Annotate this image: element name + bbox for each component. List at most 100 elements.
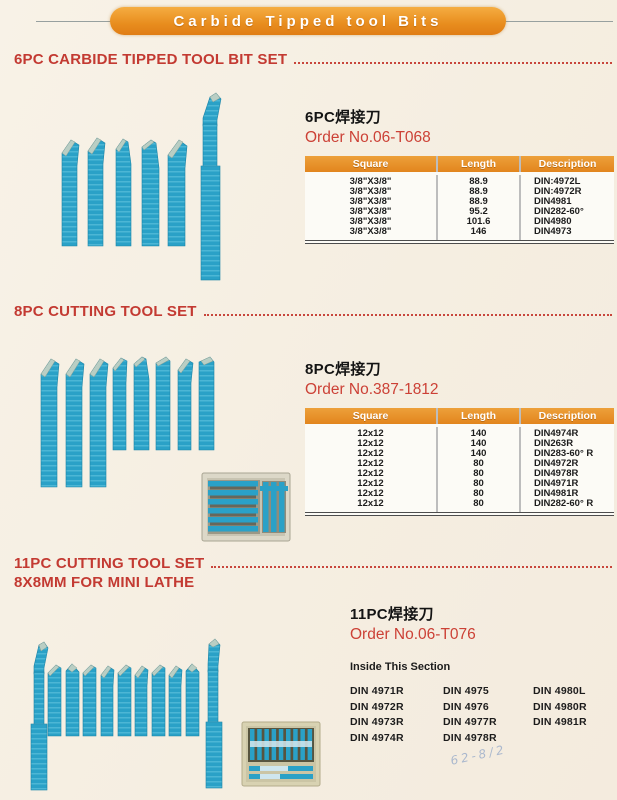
table-header-row: Square Length Description <box>305 156 614 175</box>
table-header-cell: Length <box>436 408 520 427</box>
din-column: DIN 4980L DIN 4980R DIN 4981R <box>533 684 612 746</box>
section-heading-8pc: 8PC CUTTING TOOL SET <box>14 303 612 320</box>
table-cell: 95.2 <box>436 206 520 217</box>
din-number: DIN 4975 <box>443 685 489 697</box>
table-cell: 80 <box>436 488 520 499</box>
product-title-cn: 8PC焊接刀 <box>305 361 381 378</box>
table-cell: 80 <box>436 478 520 489</box>
din-number: DIN 4972R <box>350 700 404 713</box>
order-number: Order No.387-1812 <box>305 381 439 398</box>
tool-bit-icon <box>65 663 80 737</box>
tool-bit-icon-tall <box>205 638 223 789</box>
product-info-11pc: 11PC焊接刀 Order No.06-T076 Inside This Sec… <box>350 603 612 746</box>
din-number: DIN 4978R <box>443 731 497 744</box>
tool-bit-icon <box>115 138 132 247</box>
tool-bit-icon <box>177 358 194 451</box>
table-cell: DIN4974R <box>519 425 614 439</box>
tool-bit-icon <box>100 665 115 737</box>
table-cell: 140 <box>436 438 520 449</box>
tool-bit-icon <box>89 358 109 488</box>
tool-bit-icon <box>185 663 200 737</box>
din-column: DIN 4971R DIN 4972R DIN 4973R DIN 4974R <box>350 684 443 746</box>
tool-bit-icon <box>168 665 183 737</box>
product-photo-6pc <box>15 88 285 285</box>
table-row: 3/8"X3/8" 88.9 DIN:4972L <box>305 173 614 187</box>
table-row: 12x12 140 DIN263R <box>305 437 614 449</box>
table-cell: DIN:4972R <box>519 186 614 197</box>
spec-table-6pc: Square Length Description 3/8"X3/8" 88.9 DIN… <box>305 156 614 244</box>
table-cell: 12x12 <box>357 457 384 469</box>
table-cell: 3/8"X3/8" <box>349 215 392 227</box>
table-row: 12x12 80 DIN4978R <box>305 467 614 479</box>
product-photo-11pc <box>4 622 339 800</box>
tool-bit-icon <box>117 664 132 737</box>
tool-bit-icon <box>134 665 149 737</box>
table-row: 12x12 80 DIN282-60° R <box>305 497 614 514</box>
table-cell: 80 <box>436 498 520 514</box>
table-header-row: Square Length Description <box>305 408 614 427</box>
table-cell: DIN283-60° R <box>519 448 614 459</box>
table-cell: 80 <box>436 468 520 479</box>
table-row: 3/8"X3/8" 88.9 DIN:4972R <box>305 186 614 197</box>
product-title-cn: 11PC焊接刀 <box>350 606 434 623</box>
spec-table-8pc: Square Length Description 12x12 140 DIN4974R… <box>305 408 614 516</box>
table-cell: 140 <box>436 448 520 459</box>
order-number: Order No.06-T068 <box>305 129 431 146</box>
din-number: DIN 4974R <box>350 731 404 744</box>
table-cell: 12x12 <box>357 477 384 489</box>
dotted-leader <box>211 566 612 568</box>
din-number: DIN 4981R <box>533 716 587 729</box>
section-heading-text: 11PC CUTTING TOOL SET <box>14 555 205 572</box>
tool-bit-icon-tall <box>200 92 222 281</box>
tool-bit-icon <box>155 356 171 451</box>
table-cell: 101.6 <box>436 216 520 227</box>
table-cell: 3/8"X3/8" <box>349 225 392 237</box>
table-row: 3/8"X3/8" 101.6 DIN4980 <box>305 215 614 227</box>
table-cell: DIN4981R <box>519 488 614 499</box>
section-heading-11pc: 11PC CUTTING TOOL SET 8X8MM FOR MINI LAT… <box>14 555 612 591</box>
table-cell: 12x12 <box>357 437 384 449</box>
table-cell: DIN4981 <box>519 196 614 207</box>
section-heading-line2: 8X8MM FOR MINI LATHE <box>14 574 195 591</box>
tool-bit-icon <box>141 139 160 247</box>
table-row: 12x12 140 DIN4974R <box>305 425 614 439</box>
table-header-cell: Description <box>519 156 614 175</box>
table-row: 12x12 80 DIN4981R <box>305 488 614 499</box>
tool-bits-illustration-8pc <box>40 356 291 542</box>
section-heading-text: 8PC CUTTING TOOL SET <box>14 303 197 320</box>
table-cell: DIN282-60° <box>519 206 614 217</box>
table-cell: DIN4980 <box>519 216 614 227</box>
page-title-banner: Carbide Tipped tool Bits <box>110 7 506 35</box>
tool-bit-icon <box>47 664 62 737</box>
tool-bit-icon <box>65 358 85 488</box>
table-row: 3/8"X3/8" 88.9 DIN4981 <box>305 195 614 207</box>
tool-bit-icon-tall <box>30 641 49 791</box>
product-title-cn: 6PC焊接刀 <box>305 109 381 126</box>
tool-bit-icon <box>151 664 166 737</box>
page-title: Carbide Tipped tool Bits <box>173 12 443 30</box>
table-cell: 12x12 <box>357 467 384 479</box>
din-number: DIN 4977R <box>443 716 497 729</box>
table-cell: 12x12 <box>357 497 384 509</box>
table-cell: 3/8"X3/8" <box>349 195 392 207</box>
tool-bit-icon <box>198 356 215 451</box>
table-row: 3/8"X3/8" 146 DIN4973 <box>305 225 614 242</box>
product-photo-8pc <box>10 335 310 553</box>
table-row: 3/8"X3/8" 95.2 DIN282-60° <box>305 206 614 217</box>
tool-box-icon <box>241 721 321 787</box>
table-cell: 3/8"X3/8" <box>349 175 392 187</box>
din-number: DIN 4971R <box>350 685 404 697</box>
product-info-6pc: 6PC焊接刀 Order No.06-T068 Square Length Desc… <box>305 106 614 244</box>
tool-bits-illustration-11pc <box>30 638 321 791</box>
table-row: 12x12 80 DIN4972R <box>305 457 614 469</box>
din-column: DIN 4975 DIN 4976 DIN 4977R DIN 4978R <box>443 684 533 746</box>
table-cell: DIN263R <box>519 438 614 449</box>
table-header-cell: Description <box>519 408 614 427</box>
table-cell: DIN4973 <box>519 226 614 242</box>
table-cell: DIN4978R <box>519 468 614 479</box>
table-cell: DIN4972R <box>519 458 614 469</box>
table-cell: DIN:4972L <box>519 173 614 187</box>
table-header-cell: Square <box>305 156 437 175</box>
din-number: DIN 4980R <box>533 700 587 713</box>
